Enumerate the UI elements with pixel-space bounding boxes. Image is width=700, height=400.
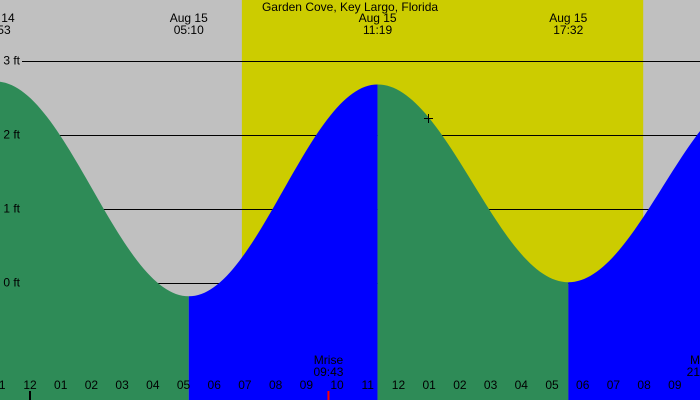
- event-time: 22:53: [0, 23, 11, 37]
- rising-tide: [188, 84, 378, 400]
- y-tick-label: 0 ft: [3, 276, 20, 290]
- event-date: Aug 14: [0, 11, 15, 25]
- x-tick-label: 08: [637, 378, 651, 392]
- x-tick-label: 09: [300, 378, 314, 392]
- falling-tide: [377, 84, 569, 400]
- chart-title: Garden Cove, Key Largo, Florida: [262, 0, 438, 14]
- event-date: Aug 15: [359, 11, 397, 25]
- x-tick-label: 02: [85, 378, 99, 392]
- x-tick-label: 12: [392, 378, 406, 392]
- midnight-tick: [28, 391, 31, 400]
- x-tick-label: 01: [54, 378, 68, 392]
- x-tick-label: 09: [668, 378, 682, 392]
- moon-label: M: [690, 353, 700, 367]
- x-tick-label: 06: [576, 378, 590, 392]
- event-date: Aug 15: [170, 11, 208, 25]
- x-tick-label: 07: [238, 378, 252, 392]
- x-tick-label: 05: [545, 378, 559, 392]
- x-tick-label: 03: [484, 378, 498, 392]
- moon-time: 21: [687, 365, 700, 379]
- rising-tide: [568, 131, 700, 400]
- cursor: [424, 114, 433, 123]
- x-tick-label: 07: [607, 378, 621, 392]
- x-tick-label: 02: [453, 378, 467, 392]
- x-tick-label: 05: [177, 378, 191, 392]
- x-tick-label: 11: [362, 378, 375, 392]
- event-time: 17:32: [553, 23, 583, 37]
- x-tick-label: 04: [515, 378, 529, 392]
- moon-time: 09:43: [313, 365, 343, 379]
- y-tick-label: 3 ft: [3, 54, 20, 68]
- y-tick-label: 1 ft: [3, 202, 20, 216]
- event-time: 11:19: [363, 23, 392, 37]
- x-tick-label: 06: [208, 378, 222, 392]
- event-time: 05:10: [174, 23, 204, 37]
- event-date: Aug 15: [549, 11, 587, 25]
- y-tick-label: 2 ft: [3, 128, 20, 142]
- x-tick-label: 10: [330, 378, 344, 392]
- x-tick-label: 01: [422, 378, 436, 392]
- moon-label: Mrise: [314, 353, 344, 367]
- x-tick-label: 12: [23, 378, 37, 392]
- x-tick-label: 11: [0, 378, 6, 392]
- x-tick-label: 08: [269, 378, 283, 392]
- moon-tick: [327, 391, 330, 400]
- x-tick-label: 03: [115, 378, 129, 392]
- falling-tide: [0, 81, 189, 400]
- x-tick-label: 04: [146, 378, 160, 392]
